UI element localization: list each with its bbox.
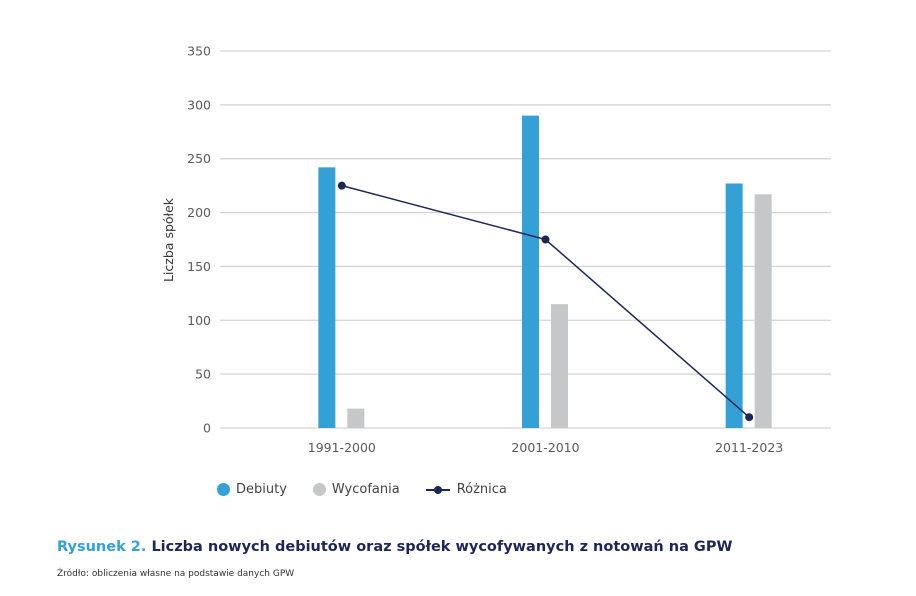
- bar-debiuty-2001-2010: [522, 115, 539, 428]
- point-roznica-1991-2000: [337, 181, 346, 190]
- y-tick-labels: 0 50 100 150 200 250 300 350: [187, 44, 211, 436]
- caption-prefix: Rysunek 2.: [57, 539, 147, 555]
- legend-item-debiuty[interactable]: Debiuty: [217, 482, 287, 497]
- source-note: Źródło: obliczenia własne na podstawie d…: [57, 569, 295, 579]
- y-tick-label: 300: [187, 97, 211, 112]
- y-tick-label: 50: [195, 367, 211, 382]
- chart: 0 50 100 150 200 250 300 350 Liczba spółek 1991…: [161, 44, 831, 455]
- bar-debiuty-1991-2000: [318, 167, 336, 428]
- legend-swatch-debiuty: [217, 483, 230, 496]
- legend-swatch-roznica: [425, 483, 450, 496]
- point-roznica-2001-2010: [541, 235, 550, 244]
- legend-item-wycofania[interactable]: Wycofania: [312, 482, 400, 497]
- y-axis-label: Liczba spółek: [161, 197, 176, 282]
- x-tick-label: 1991-2000: [308, 440, 376, 455]
- y-tick-label: 250: [187, 151, 211, 166]
- bar-wycofania-2011-2023: [754, 194, 772, 428]
- legend-item-roznica[interactable]: Różnica: [425, 482, 507, 497]
- y-tick-label: 200: [187, 205, 211, 220]
- bars: [318, 115, 772, 428]
- y-tick-label: 100: [187, 313, 211, 328]
- x-tick-label: 2001-2010: [511, 440, 579, 455]
- line-roznica: [341, 184, 750, 418]
- bar-debiuty-2011-2023: [725, 183, 743, 428]
- y-tick-label: 350: [187, 44, 211, 59]
- legend: Debiuty Wycofania Różnica: [217, 482, 533, 497]
- legend-label-debiuty: Debiuty: [236, 482, 287, 497]
- difference-line: [337, 181, 754, 422]
- caption-text: Liczba nowych debiutów oraz spółek wycof…: [151, 539, 733, 555]
- x-tick-labels: 1991-2000 2001-2010 2011-2023: [308, 440, 783, 455]
- legend-label-roznica: Różnica: [456, 482, 507, 497]
- y-tick-label: 0: [203, 421, 211, 436]
- y-tick-label: 150: [187, 259, 211, 274]
- x-tick-label: 2011-2023: [715, 440, 783, 455]
- legend-swatch-wycofania: [312, 483, 326, 496]
- figure-caption: Rysunek 2. Liczba nowych debiutów oraz s…: [57, 539, 732, 555]
- bar-wycofania-1991-2000: [347, 408, 365, 428]
- point-roznica-2011-2023: [745, 413, 754, 422]
- legend-label-wycofania: Wycofania: [331, 482, 400, 497]
- bar-wycofania-2001-2010: [551, 304, 568, 428]
